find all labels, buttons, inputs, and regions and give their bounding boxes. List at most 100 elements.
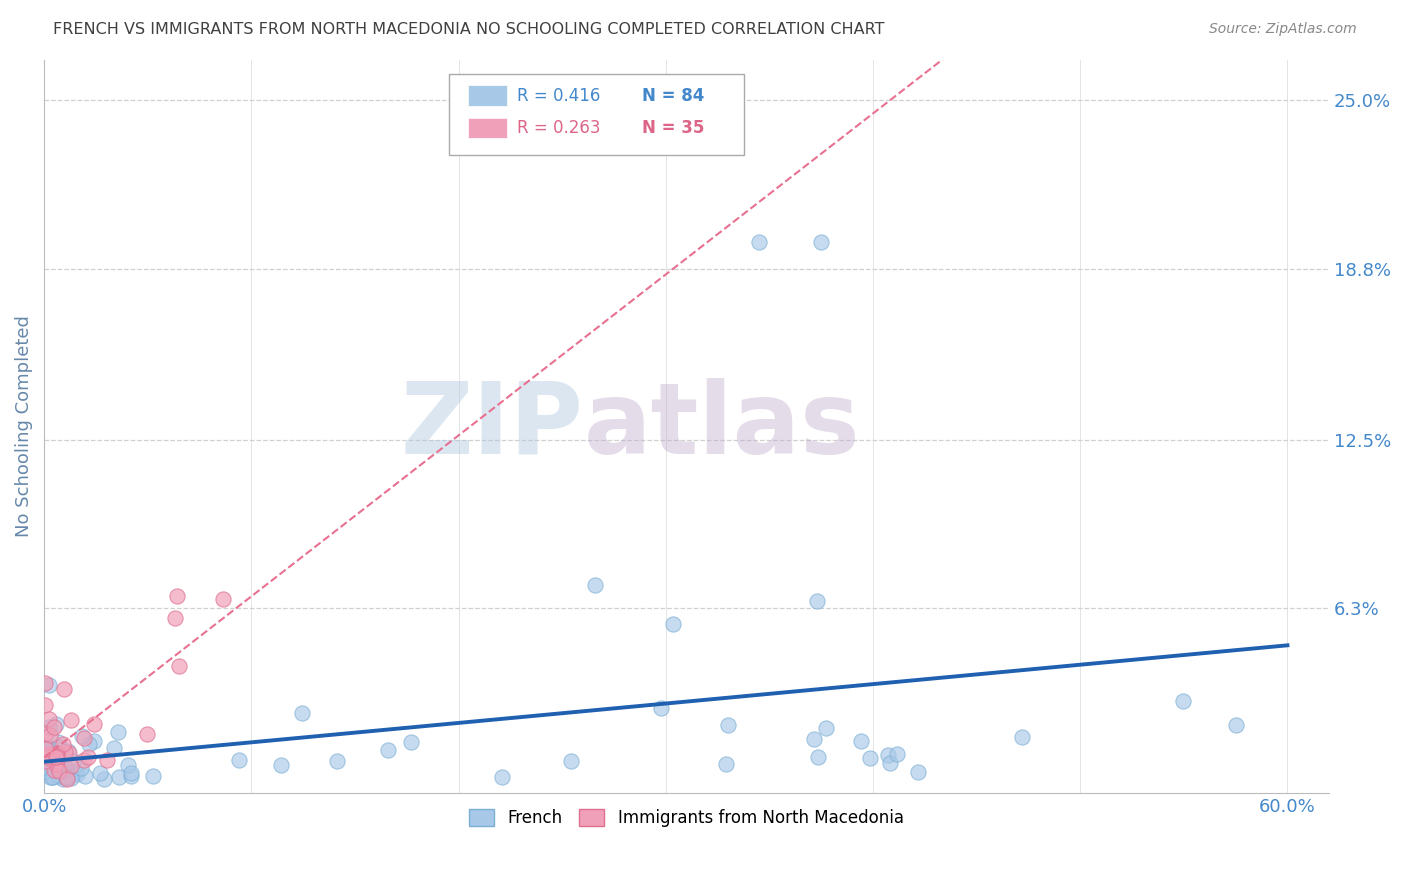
Point bbox=[38, 720, 60, 734]
Point bbox=[35, 750, 58, 764]
Point bbox=[803, 732, 825, 747]
Point bbox=[103, 741, 125, 756]
Point bbox=[45, 746, 67, 760]
Point bbox=[45, 756, 67, 771]
Point bbox=[56, 771, 79, 785]
Point bbox=[77, 750, 100, 764]
Point bbox=[42, 763, 65, 777]
Point bbox=[52, 756, 75, 771]
Point bbox=[849, 734, 872, 748]
Bar bbox=[468, 118, 506, 138]
Point bbox=[1011, 731, 1033, 745]
Point bbox=[48, 764, 70, 778]
Point bbox=[34, 760, 56, 774]
Point bbox=[56, 772, 79, 786]
Point bbox=[107, 724, 129, 739]
Point bbox=[886, 747, 908, 761]
Point bbox=[41, 746, 63, 760]
Point bbox=[55, 770, 77, 784]
Point bbox=[83, 733, 105, 747]
Point bbox=[169, 659, 191, 673]
Point bbox=[38, 751, 60, 765]
Point bbox=[83, 717, 105, 731]
Point bbox=[211, 592, 233, 607]
Point bbox=[37, 764, 59, 778]
Point bbox=[89, 766, 111, 780]
FancyBboxPatch shape bbox=[449, 74, 744, 155]
Point bbox=[52, 772, 75, 786]
Text: Source: ZipAtlas.com: Source: ZipAtlas.com bbox=[1209, 22, 1357, 37]
Point bbox=[75, 769, 97, 783]
Point bbox=[37, 757, 59, 772]
Point bbox=[38, 739, 60, 754]
Point bbox=[41, 770, 63, 784]
Point bbox=[166, 589, 188, 603]
Point bbox=[51, 764, 73, 778]
Point bbox=[806, 749, 828, 764]
Text: FRENCH VS IMMIGRANTS FROM NORTH MACEDONIA NO SCHOOLING COMPLETED CORRELATION CHA: FRENCH VS IMMIGRANTS FROM NORTH MACEDONI… bbox=[53, 22, 884, 37]
Point bbox=[42, 745, 65, 759]
Point bbox=[56, 744, 79, 758]
Point bbox=[120, 769, 142, 783]
Text: R = 0.416: R = 0.416 bbox=[517, 87, 600, 104]
Point bbox=[56, 763, 79, 777]
Point bbox=[48, 769, 70, 783]
Point bbox=[49, 756, 72, 770]
Point bbox=[117, 758, 139, 772]
Point bbox=[42, 720, 65, 734]
Point bbox=[270, 758, 292, 772]
Point bbox=[46, 735, 69, 749]
Point bbox=[55, 771, 77, 785]
Point bbox=[34, 727, 56, 741]
Point bbox=[77, 737, 100, 751]
Point bbox=[491, 770, 513, 784]
Point bbox=[1225, 718, 1247, 732]
Point bbox=[583, 578, 606, 592]
Point bbox=[58, 747, 80, 761]
Point bbox=[45, 754, 67, 768]
Point bbox=[96, 753, 118, 767]
Point bbox=[35, 741, 58, 756]
Point bbox=[93, 772, 115, 786]
Point bbox=[38, 744, 60, 758]
Point bbox=[60, 772, 83, 786]
Point bbox=[35, 742, 58, 756]
Point bbox=[42, 750, 65, 764]
Point bbox=[52, 682, 75, 697]
Bar bbox=[468, 86, 506, 106]
Point bbox=[38, 678, 60, 692]
Point bbox=[291, 706, 314, 721]
Point bbox=[34, 755, 56, 769]
Point bbox=[34, 698, 56, 712]
Point bbox=[73, 731, 96, 745]
Point bbox=[135, 727, 157, 741]
Point bbox=[37, 739, 59, 754]
Point bbox=[120, 765, 142, 780]
Point bbox=[56, 764, 79, 778]
Point bbox=[41, 771, 63, 785]
Point bbox=[62, 754, 84, 768]
Point bbox=[44, 763, 66, 777]
Point bbox=[45, 750, 67, 764]
Point bbox=[806, 594, 828, 608]
Point bbox=[48, 740, 70, 755]
Point bbox=[37, 749, 59, 764]
Point bbox=[661, 616, 683, 631]
Point bbox=[717, 717, 740, 731]
Point bbox=[714, 757, 737, 772]
Point bbox=[650, 701, 672, 715]
Point bbox=[60, 759, 83, 773]
Point bbox=[810, 235, 832, 249]
Point bbox=[72, 729, 94, 743]
Point bbox=[108, 770, 131, 784]
Point bbox=[66, 767, 89, 781]
Text: atlas: atlas bbox=[583, 377, 860, 475]
Point bbox=[859, 751, 882, 765]
Text: N = 35: N = 35 bbox=[641, 119, 704, 136]
Point bbox=[876, 747, 898, 762]
Point bbox=[55, 745, 77, 759]
Point bbox=[34, 765, 56, 780]
Point bbox=[52, 738, 75, 752]
Point bbox=[907, 765, 929, 780]
Point bbox=[37, 747, 59, 761]
